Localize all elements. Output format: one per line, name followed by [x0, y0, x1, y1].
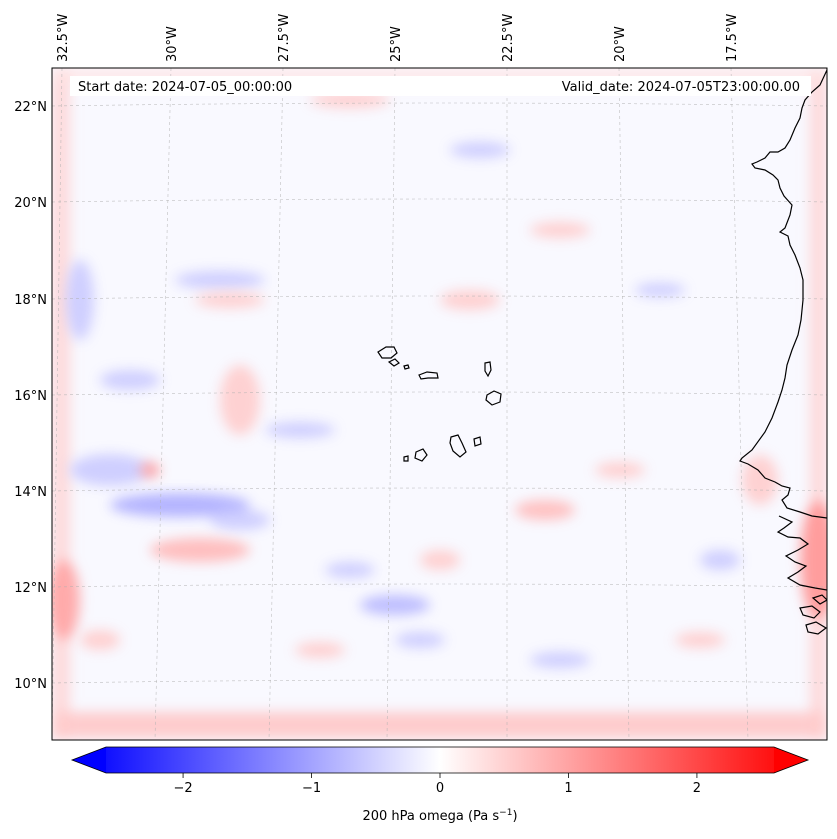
colorbar-tick-label: 2 — [693, 781, 701, 796]
cape-verde-santo-antao — [377, 346, 398, 359]
lat-label: 16°N — [14, 389, 47, 404]
lat-label: 22°N — [14, 100, 47, 115]
colorbar-label: 200 hPa omega (Pa s−1) — [362, 808, 517, 824]
cape-verde-sao-vicente — [387, 358, 400, 367]
start-date-label: Start date: 2024-07-05_00:00:00 — [78, 80, 292, 95]
latitude-labels: 22°N 20°N 18°N 16°N 14°N 12°N 10°N — [14, 100, 47, 692]
colorbar-tick-label: −1 — [302, 781, 321, 796]
cape-verde-sao-nicolau — [418, 371, 439, 380]
graticule — [52, 68, 827, 740]
colorbar-gradient — [106, 747, 774, 773]
cape-verde-boa-vista — [485, 390, 502, 406]
map-background — [52, 68, 827, 740]
coastlines — [377, 68, 827, 635]
colorbar-tick-label: −2 — [173, 781, 192, 796]
valid-date-label: Valid_date: 2024-07-05T23:00:00.00 — [562, 80, 800, 95]
colorbar: −2 −1 0 1 2 200 hPa omega (Pa s−1) — [70, 746, 810, 824]
colorbar-tick-label: 0 — [436, 781, 444, 796]
colorbar-ticks: −2 −1 0 1 2 — [173, 773, 701, 796]
colorbar-outline — [70, 746, 810, 774]
cape-verde-fogo — [414, 448, 428, 462]
longitude-labels: 32.5°W 30°W 27.5°W 25°W 22.5°W 20°W 17.5… — [56, 14, 740, 62]
date-header-box — [70, 76, 811, 96]
lon-label: 30°W — [165, 26, 180, 62]
bissagos-islands — [799, 594, 827, 635]
lon-label: 22.5°W — [501, 14, 516, 62]
cape-verde-santiago — [449, 434, 467, 458]
colorbar-max-extend — [774, 747, 808, 773]
lat-label: 20°N — [14, 196, 47, 211]
colorbar-tick-label: 1 — [564, 781, 572, 796]
lon-label: 27.5°W — [277, 14, 292, 62]
lat-label: 18°N — [14, 293, 47, 308]
lon-label: 25°W — [389, 26, 404, 62]
lat-label: 10°N — [14, 677, 47, 692]
cape-verde-maio — [473, 436, 482, 447]
lon-label: 32.5°W — [56, 14, 71, 62]
cape-verde-sal — [484, 361, 492, 378]
gambia-casamance-coast — [776, 515, 827, 591]
omega-field — [52, 68, 827, 740]
lat-label: 12°N — [14, 581, 47, 596]
map-frame — [51, 67, 828, 741]
cape-verde-santa-luzia — [403, 364, 410, 370]
map-panel: Start date: 2024-07-05_00:00:00 Valid_da… — [51, 67, 828, 741]
cape-verde-brava — [403, 455, 409, 462]
lat-label: 14°N — [14, 485, 47, 500]
lon-label: 17.5°W — [725, 14, 740, 62]
africa-coastline — [739, 68, 827, 519]
lon-label: 20°W — [613, 26, 628, 62]
colorbar-min-extend — [72, 747, 106, 773]
